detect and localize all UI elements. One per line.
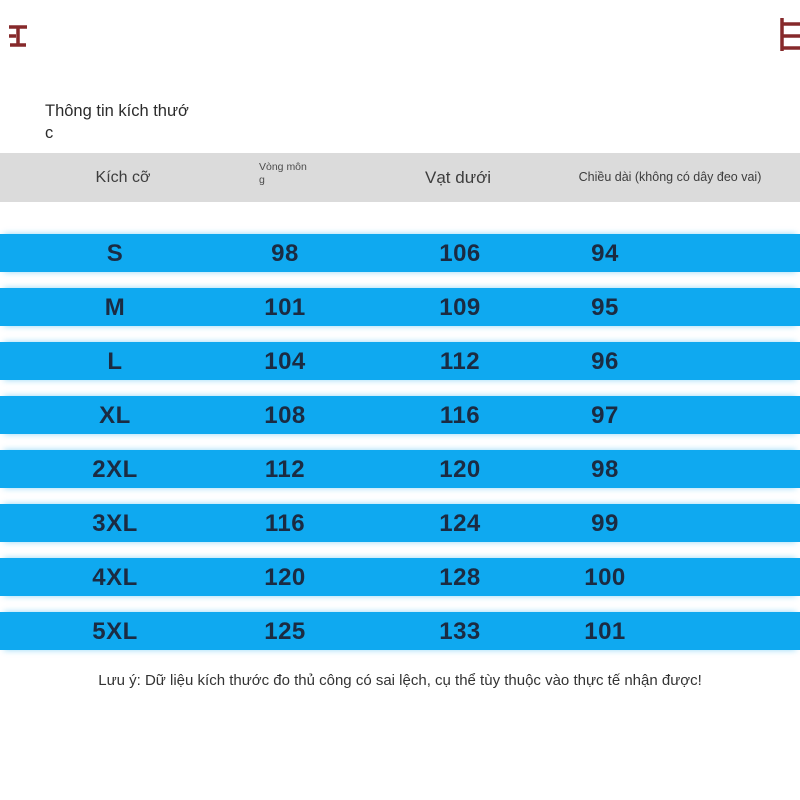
hem-cell: 124 xyxy=(439,510,481,537)
page-title: Thông tin kích thước xyxy=(45,102,189,142)
length-cell: 97 xyxy=(591,402,619,429)
length-cell: 99 xyxy=(591,510,619,537)
table-row: 4XL 120 128 100 xyxy=(0,558,800,596)
size-cell: 5XL xyxy=(92,618,138,645)
length-cell: 98 xyxy=(591,456,619,483)
table-row: 5XL 125 133 101 xyxy=(0,612,800,650)
size-cell: L xyxy=(107,348,123,375)
length-cell: 101 xyxy=(584,618,626,645)
table-row: XL 108 116 97 xyxy=(0,396,800,434)
hip-cell: 120 xyxy=(264,564,306,591)
watermark-fragment-right-icon xyxy=(780,18,800,51)
length-cell: 100 xyxy=(584,564,626,591)
column-header-length: Chiều dài (không có dây đeo vai) xyxy=(578,170,762,184)
column-header-hip: Vòng mông xyxy=(259,161,307,187)
hem-cell: 112 xyxy=(439,348,481,375)
column-header-hem: Vạt dưới xyxy=(425,168,491,187)
watermark-fragment-left-icon xyxy=(9,25,27,47)
size-cell: M xyxy=(104,294,126,321)
size-cell: XL xyxy=(99,402,131,429)
hem-cell: 120 xyxy=(439,456,481,483)
hip-cell: 104 xyxy=(264,348,306,375)
hem-cell: 109 xyxy=(439,294,481,321)
hip-cell: 125 xyxy=(264,618,306,645)
size-cell: S xyxy=(106,240,124,267)
hem-cell: 133 xyxy=(439,618,481,645)
table-row: 2XL 112 120 98 xyxy=(0,450,800,488)
hip-cell: 101 xyxy=(264,294,306,321)
measurement-disclaimer-note: Lưu ý: Dữ liệu kích thước đo thủ công có… xyxy=(98,672,702,689)
table-row: L 104 112 96 xyxy=(0,342,800,380)
table-row: M 101 109 95 xyxy=(0,288,800,326)
size-cell: 2XL xyxy=(92,456,138,483)
hip-cell: 108 xyxy=(264,402,306,429)
length-cell: 95 xyxy=(591,294,619,321)
table-row: 3XL 116 124 99 xyxy=(0,504,800,542)
hip-cell: 98 xyxy=(271,240,299,267)
column-header-size: Kích cỡ xyxy=(95,169,151,186)
table-header-row: Kích cỡ Vòng mông Vạt dưới Chiều dài (kh… xyxy=(0,153,800,202)
size-cell: 3XL xyxy=(92,510,138,537)
size-cell: 4XL xyxy=(92,564,138,591)
hem-cell: 106 xyxy=(439,240,481,267)
table-row: S 98 106 94 xyxy=(0,234,800,272)
hip-cell: 116 xyxy=(264,510,306,537)
length-cell: 94 xyxy=(591,240,619,267)
length-cell: 96 xyxy=(591,348,619,375)
hem-cell: 116 xyxy=(439,402,481,429)
hip-cell: 112 xyxy=(264,456,306,483)
hem-cell: 128 xyxy=(439,564,481,591)
